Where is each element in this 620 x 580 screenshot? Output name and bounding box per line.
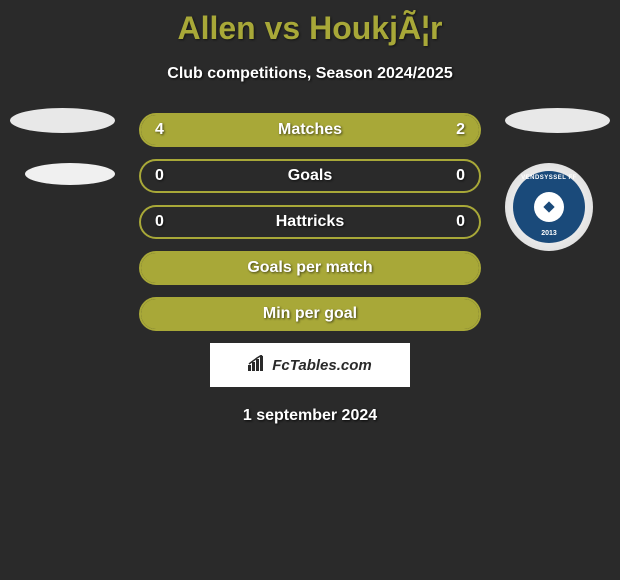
right-player-badges: VENDSYSSEL FF 2013 (505, 108, 610, 251)
stat-value-right: 2 (456, 121, 465, 139)
club-badge: VENDSYSSEL FF 2013 (505, 163, 593, 251)
stat-label: Min per goal (141, 305, 479, 323)
left-player-badges (10, 108, 115, 185)
brand-attribution[interactable]: FcTables.com (210, 343, 410, 387)
stat-row-goals-per-match: Goals per match (139, 251, 481, 285)
stat-value-right: 0 (456, 213, 465, 231)
stat-value-right: 0 (456, 167, 465, 185)
club-badge-year: 2013 (541, 230, 557, 237)
stat-label: Hattricks (141, 213, 479, 231)
snapshot-date: 1 september 2024 (0, 407, 620, 425)
comparison-title: Allen vs HoukjÃ¦r (0, 0, 620, 47)
player-placeholder-icon (505, 108, 610, 133)
comparison-subtitle: Club competitions, Season 2024/2025 (0, 65, 620, 83)
club-placeholder-icon (25, 163, 115, 185)
club-badge-name: VENDSYSSEL FF (521, 175, 577, 181)
football-icon (534, 192, 564, 222)
player-placeholder-icon (10, 108, 115, 133)
stat-row-goals: 0 Goals 0 (139, 159, 481, 193)
stat-row-matches: 4 Matches 2 (139, 113, 481, 147)
stat-label: Goals (141, 167, 479, 185)
stat-row-hattricks: 0 Hattricks 0 (139, 205, 481, 239)
stats-container: VENDSYSSEL FF 2013 4 Matches 2 0 Goals 0… (0, 113, 620, 425)
stat-row-min-per-goal: Min per goal (139, 297, 481, 331)
stat-label: Matches (141, 121, 479, 139)
stat-label: Goals per match (141, 259, 479, 277)
brand-text: FcTables.com (272, 357, 371, 374)
bar-chart-icon (248, 355, 268, 376)
